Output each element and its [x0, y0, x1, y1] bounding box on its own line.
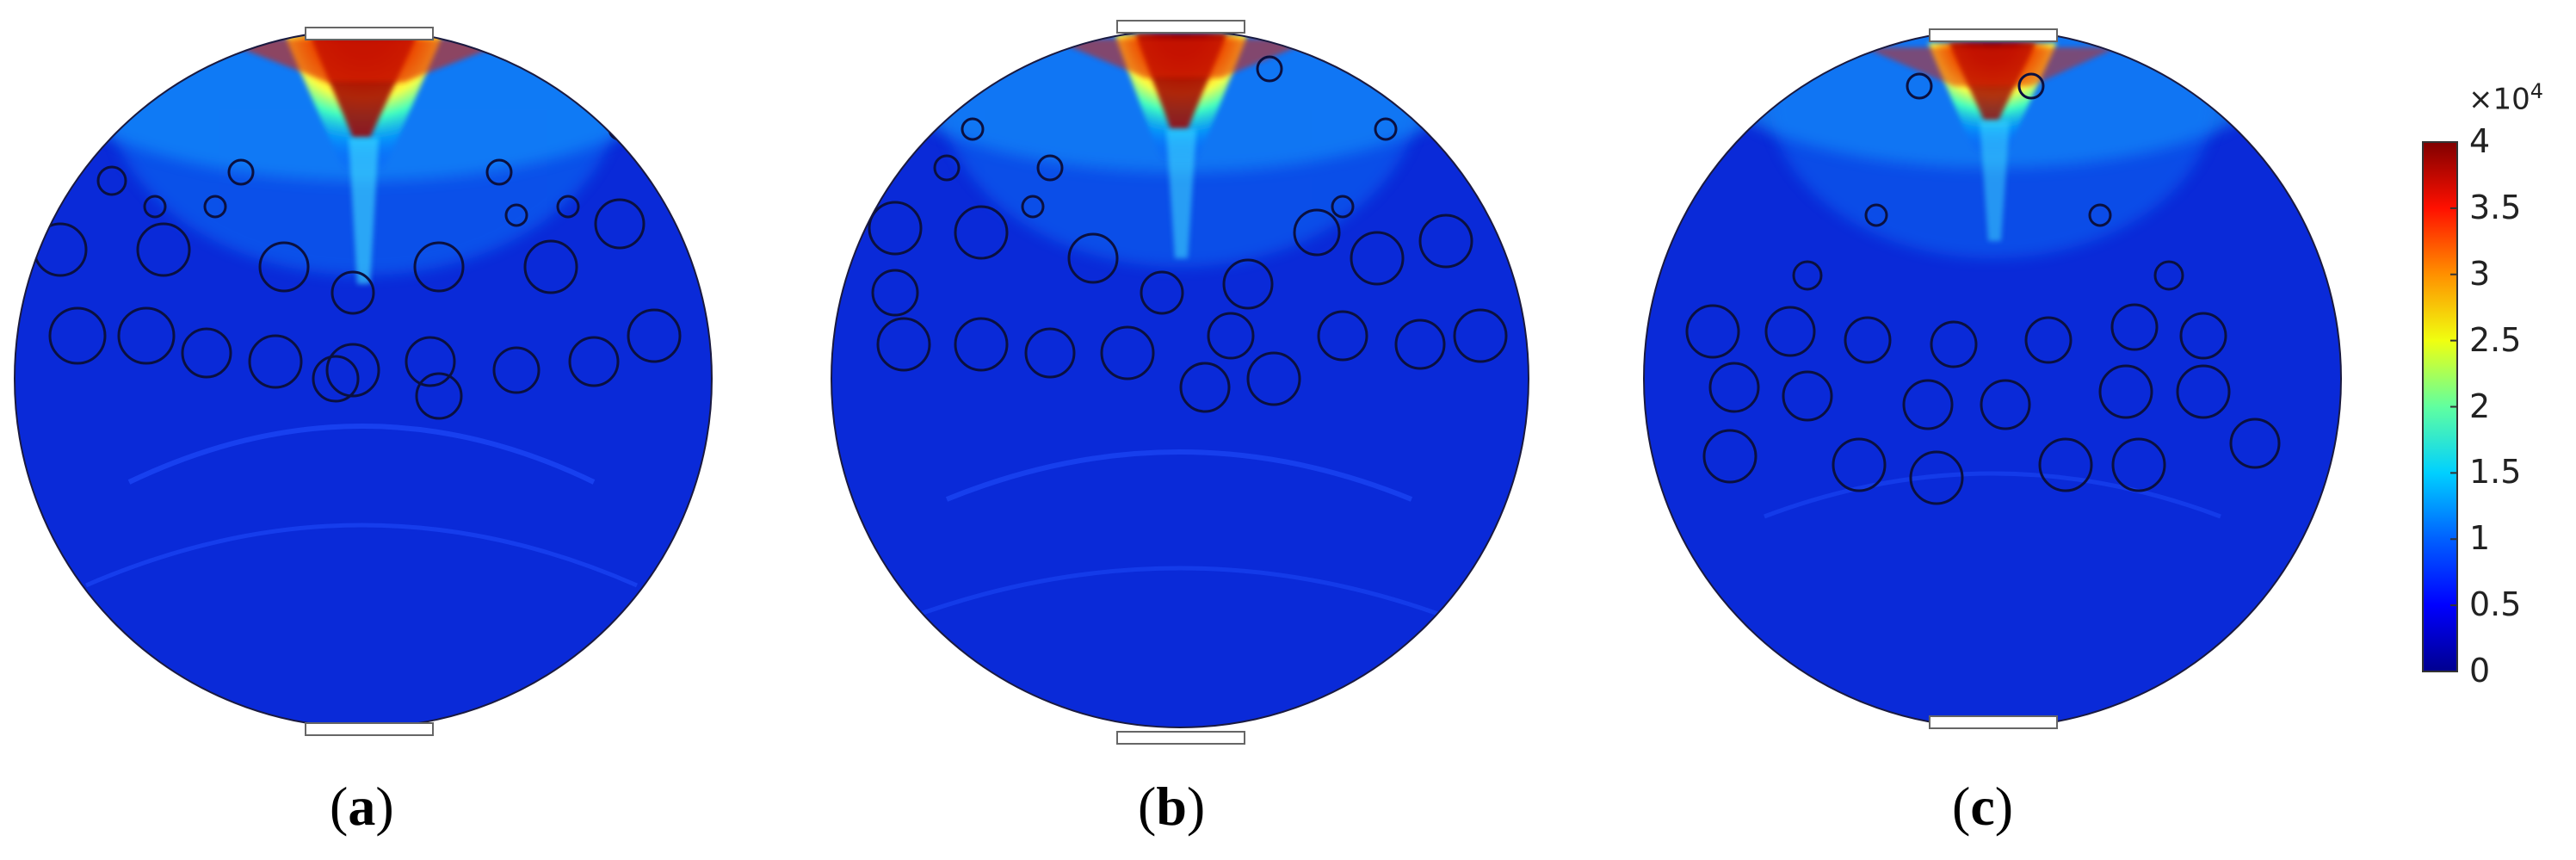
colorbar-ticks: [2450, 141, 2457, 672]
colorbar-tick-label: 0.5: [2469, 585, 2522, 624]
colorbar-tick-label: 3.5: [2469, 188, 2522, 226]
colorbar-tick-label: 0: [2469, 652, 2491, 690]
panel-label-a: (a): [330, 776, 394, 837]
transducer-bottom-c: [1929, 715, 2058, 729]
panel-label-b: (b): [1138, 776, 1206, 837]
colorbar: [2422, 141, 2458, 672]
panel-label-c: (c): [1952, 776, 2014, 837]
transducer-top-b: [1116, 20, 1245, 34]
transducer-bottom-a: [305, 722, 434, 736]
transducer-top-c: [1929, 28, 2058, 42]
domain-disc-c: [1644, 30, 2341, 727]
colorbar-tick-label: 3: [2469, 254, 2491, 293]
colorbar-tick-label: 4: [2469, 122, 2491, 160]
field-panel-c: [1643, 28, 2342, 729]
transducer-bottom-b: [1116, 731, 1245, 745]
field-panel-a: [14, 27, 713, 736]
colorbar-tick-label: 2.5: [2469, 320, 2522, 359]
colorbar-tick-label: 2: [2469, 387, 2491, 425]
field-panel-b: [831, 20, 1529, 745]
colorbar-tick-label: 1: [2469, 519, 2491, 558]
colorbar-tick-label: 1.5: [2469, 453, 2522, 492]
colorbar-multiplier: ×104: [2468, 79, 2544, 117]
transducer-top-a: [305, 27, 434, 40]
